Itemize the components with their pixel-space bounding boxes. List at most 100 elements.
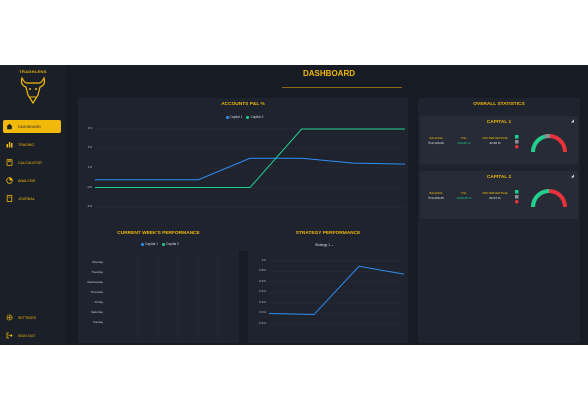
sidebar-item-trading[interactable]: TRADING [3, 138, 61, 151]
legend-capital2[interactable]: Capital 2 [165, 242, 179, 246]
day-label: Sunday [92, 320, 103, 324]
series-line-1 [268, 265, 405, 316]
y-tick: 0.0% [259, 310, 266, 314]
series-line-1 [95, 157, 406, 181]
logo[interactable]: TRADHLENS [14, 69, 52, 113]
day-label: Tuesday [91, 270, 103, 274]
pnl-label: P&L [461, 136, 467, 140]
legend-dot-capital1 [225, 115, 229, 119]
y-tick: 0.6% [259, 279, 266, 283]
card-title: ACCOUNTS P&L % [221, 102, 265, 107]
strategy-performance-card: STRATEGY PERFORMANCE Strategy 1 ⌄ 1% 0.8… [248, 226, 408, 343]
pie-icon [6, 177, 13, 184]
legend-capital1[interactable]: Capital 1 [229, 115, 243, 119]
sidebar-item-label: CALCULATOR [18, 160, 42, 165]
win-value: 66.67 % [489, 196, 501, 200]
strategy-select[interactable]: Strategy 1 ⌄ [315, 243, 334, 247]
page-title: DASHBOARD [303, 69, 355, 78]
account-name: CAPITAL 2 [486, 175, 512, 180]
card-title: STRATEGY PERFORMANCE [295, 231, 361, 236]
sidebar-item-label: SIGN OUT [18, 333, 36, 338]
win-loss-indicators [515, 135, 519, 149]
card-title: OVERALL STATISTICS [473, 102, 525, 107]
calculator-icon [6, 159, 13, 166]
sidebar-item-label: SETTINGS [18, 315, 36, 320]
sidebar-item-journal[interactable]: JOURNAL [3, 192, 61, 205]
sidebar-item-label: JOURNAL [18, 196, 35, 201]
y-tick: 1% [261, 258, 266, 262]
sidebar-item-label: TRADING [18, 142, 35, 147]
y-tick: -1% [86, 204, 92, 208]
win-gauge [531, 133, 567, 153]
signout-icon [6, 332, 13, 339]
balance-label: BALANCE [429, 136, 443, 140]
pnl-label: P&L [461, 191, 467, 195]
current-week-card: CURRENT WEEK'S PERFORMANCE Capital 1 Cap… [78, 226, 239, 343]
pnl-chart [95, 128, 406, 208]
win-gauge [531, 189, 567, 208]
chart-legend: Capital 1 Capital 2 [78, 115, 408, 119]
app-window: TRADHLENS DASHBOARD TRADING CALCULATOR A… [0, 65, 588, 345]
strategy-chart [268, 260, 405, 325]
sidebar-item-analysis[interactable]: ANALYSIS [3, 174, 61, 187]
expand-icon[interactable]: ◢ [570, 173, 574, 178]
legend-dot-capital1 [141, 242, 145, 246]
capital-1-card: CAPITAL 1 ◢ BALANCE ₹10,126.60 P&L 126.6… [420, 116, 578, 164]
strategy-select-value: Strategy 1 [315, 243, 331, 247]
title-underline [282, 87, 402, 88]
y-tick: 1% [87, 165, 92, 169]
overall-stats-card: OVERALL STATISTICS CAPITAL 1 ◢ BALANCE ₹… [418, 98, 580, 343]
legend-capital1[interactable]: Capital 1 [145, 242, 159, 246]
y-tick: -0.2% [258, 321, 266, 325]
loss-indicator-icon [515, 200, 519, 204]
balance-value: ₹12,256.35 [428, 196, 444, 200]
sidebar-item-settings[interactable]: SETTINGS [3, 311, 61, 324]
account-name: CAPITAL 1 [486, 120, 512, 125]
chart-legend: Capital 1 Capital 2 [78, 242, 239, 246]
y-tick: 0.4% [259, 289, 266, 293]
day-label: Saturday [90, 310, 103, 314]
y-tick: 0.2% [259, 300, 266, 304]
y-tick: 3% [87, 126, 92, 130]
legend-dot-capital2 [246, 115, 250, 119]
draw-indicator-icon [515, 140, 519, 144]
accounts-pnl-card: ACCOUNTS P&L % Capital 1 Capital 2 3% 2%… [78, 98, 408, 251]
balance-value: ₹10,126.60 [428, 141, 444, 145]
bull-logo-icon [20, 76, 46, 105]
chart-icon [6, 142, 13, 148]
gear-icon [6, 314, 13, 321]
pnl-value: 2256.35 % [456, 196, 472, 200]
sidebar: TRADHLENS DASHBOARD TRADING CALCULATOR A… [0, 65, 66, 345]
sidebar-item-label: DASHBOARD [18, 124, 41, 129]
chevron-down-icon: ⌄ [330, 243, 334, 247]
legend-dot-capital2 [161, 242, 165, 246]
draw-indicator-icon [515, 195, 519, 199]
day-label: Monday [92, 260, 103, 264]
logo-text: TRADHLENS [19, 69, 47, 74]
home-icon [6, 123, 13, 130]
loss-indicator-icon [515, 145, 519, 149]
win-indicator-icon [515, 135, 519, 139]
expand-icon[interactable]: ◢ [570, 118, 574, 123]
y-tick: 0% [87, 185, 92, 189]
day-label: Friday [94, 300, 103, 304]
win-label: WIN PERCENTAGE [482, 136, 508, 140]
sidebar-item-calculator[interactable]: CALCULATOR [3, 156, 61, 169]
win-value: 42.86 % [489, 141, 501, 145]
sidebar-item-label: ANALYSIS [18, 178, 36, 183]
win-label: WIN PERCENTAGE [482, 191, 508, 195]
day-label: Thursday [90, 290, 103, 294]
book-icon [6, 195, 13, 202]
card-title: CURRENT WEEK'S PERFORMANCE [117, 231, 200, 236]
sidebar-item-signout[interactable]: SIGN OUT [3, 329, 61, 342]
pnl-value: 126.60 % [457, 141, 471, 145]
week-grid [137, 256, 219, 338]
win-indicator-icon [515, 190, 519, 194]
y-tick: 2% [87, 145, 92, 149]
capital-2-card: CAPITAL 2 ◢ BALANCE ₹12,256.35 P&L 2256.… [420, 171, 578, 219]
series-line-2 [95, 128, 405, 188]
y-tick: 0.8% [259, 268, 266, 272]
sidebar-item-dashboard[interactable]: DASHBOARD [3, 120, 61, 133]
legend-capital2[interactable]: Capital 2 [250, 115, 264, 119]
win-loss-indicators [515, 190, 519, 204]
